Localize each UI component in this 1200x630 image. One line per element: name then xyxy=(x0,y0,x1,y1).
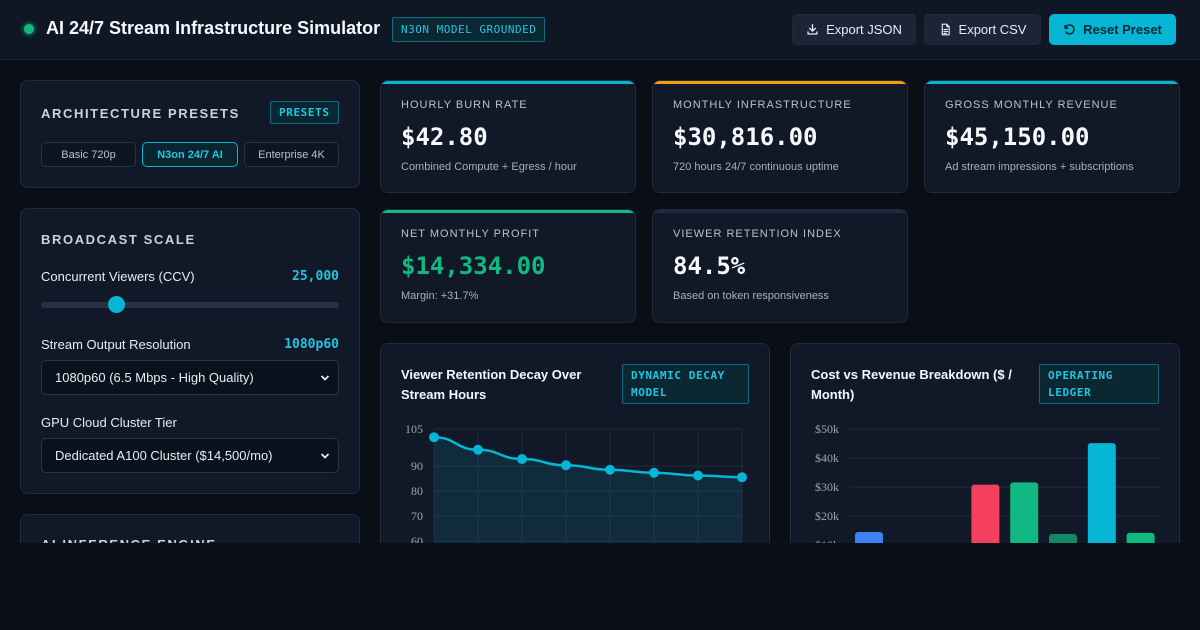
resolution-label: Stream Output Resolution xyxy=(41,337,191,352)
retention-index-card: VIEWER RETENTION INDEX 84.5% Based on to… xyxy=(652,209,908,323)
broadcast-scale-title: BROADCAST SCALE xyxy=(41,232,196,247)
file-text-icon xyxy=(941,23,950,36)
retention-data-point xyxy=(605,464,615,475)
presets-tag: PRESETS xyxy=(270,101,339,124)
card-subtext: Ad stream impressions + subscriptions xyxy=(945,161,1134,173)
retention-data-point xyxy=(473,444,483,455)
gpu-tier-select[interactable]: Dedicated A100 Cluster ($14,500/mo) xyxy=(41,438,339,473)
export-csv-button[interactable]: Export CSV xyxy=(924,14,1041,45)
app-title: AI 24/7 Stream Infrastructure Simulator xyxy=(46,18,381,38)
retention-data-point xyxy=(561,460,571,471)
retention-chart-tag: DYNAMIC DECAY MODEL xyxy=(622,364,749,404)
model-grounded-badge: N3ON MODEL GROUNDED xyxy=(392,17,546,42)
cost-revenue-chart-tag: OPERATING LEDGER xyxy=(1039,364,1159,404)
hourly-burn-card: HOURLY BURN RATE $42.80 Combined Compute… xyxy=(380,80,636,193)
card-label: MONTHLY INFRASTRUCTURE xyxy=(673,99,852,111)
chevron-down-icon xyxy=(320,453,330,459)
page-bottom-area xyxy=(0,543,1200,630)
ccv-slider-thumb[interactable] xyxy=(107,296,125,313)
card-subtext: Based on token responsiveness xyxy=(673,290,829,302)
card-value: $45,150.00 xyxy=(945,123,1090,151)
broadcast-scale-panel: BROADCAST SCALE Concurrent Viewers (CCV)… xyxy=(20,208,360,494)
rotate-ccw-icon xyxy=(1064,24,1075,35)
card-value: 84.5% xyxy=(673,252,746,280)
preset-n3on-ai[interactable]: N3on 24/7 AI xyxy=(142,142,238,167)
retention-data-point xyxy=(517,454,527,464)
y-tick-label: $40k xyxy=(815,451,839,465)
card-value: $42.80 xyxy=(401,123,488,151)
export-csv-label: Export CSV xyxy=(958,22,1027,37)
preset-enterprise-4k[interactable]: Enterprise 4K xyxy=(244,142,339,167)
y-tick-label: 80 xyxy=(411,484,423,498)
retention-data-point xyxy=(693,470,703,481)
card-accent xyxy=(381,81,635,84)
download-icon xyxy=(807,23,818,35)
card-label: GROSS MONTHLY REVENUE xyxy=(945,99,1118,111)
card-accent xyxy=(925,81,1179,84)
y-tick-label: $50k xyxy=(815,422,839,436)
chevron-down-icon xyxy=(320,375,330,381)
card-value: $14,334.00 xyxy=(401,252,546,280)
top-bar: AI 24/7 Stream Infrastructure Simulator … xyxy=(0,0,1200,60)
card-value: $30,816.00 xyxy=(673,123,818,151)
card-label: VIEWER RETENTION INDEX xyxy=(673,228,842,240)
cost-revenue-chart-title: Cost vs Revenue Breakdown ($ / Month) xyxy=(811,367,1012,402)
resolution-select[interactable]: 1080p60 (6.5 Mbps - High Quality) xyxy=(41,360,339,395)
card-accent xyxy=(381,210,635,213)
card-label: NET MONTHLY PROFIT xyxy=(401,228,541,240)
gpu-tier-label: GPU Cloud Cluster Tier xyxy=(41,415,177,430)
reset-preset-button[interactable]: Reset Preset xyxy=(1049,14,1176,45)
gross-revenue-card: GROSS MONTHLY REVENUE $45,150.00 Ad stre… xyxy=(924,80,1180,193)
retention-data-point xyxy=(737,472,747,483)
retention-data-point xyxy=(649,467,659,478)
net-profit-card: NET MONTHLY PROFIT $14,334.00 Margin: +3… xyxy=(380,209,636,323)
card-subtext: 720 hours 24/7 continuous uptime xyxy=(673,161,839,173)
reset-preset-label: Reset Preset xyxy=(1083,22,1162,37)
y-tick-label: 70 xyxy=(411,509,423,523)
y-tick-label: 105 xyxy=(405,422,423,436)
card-subtext: Margin: +31.7% xyxy=(401,290,479,302)
card-subtext: Combined Compute + Egress / hour xyxy=(401,161,577,173)
ccv-value: 25,000 xyxy=(292,269,339,284)
retention-data-point xyxy=(429,432,439,443)
architecture-presets-panel: ARCHITECTURE PRESETS PRESETS Basic 720p … xyxy=(20,80,360,188)
resolution-select-value: 1080p60 (6.5 Mbps - High Quality) xyxy=(55,370,254,385)
y-tick-label: $20k xyxy=(815,509,839,523)
ccv-slider-track[interactable] xyxy=(41,302,339,308)
ccv-label: Concurrent Viewers (CCV) xyxy=(41,269,195,284)
status-indicator-dot xyxy=(24,24,34,34)
presets-title: ARCHITECTURE PRESETS xyxy=(41,106,240,121)
resolution-value: 1080p60 xyxy=(284,337,339,352)
preset-basic-720p[interactable]: Basic 720p xyxy=(41,142,136,167)
card-accent xyxy=(653,81,907,84)
export-json-label: Export JSON xyxy=(826,22,902,37)
card-accent xyxy=(653,210,907,213)
y-tick-label: $30k xyxy=(815,480,839,494)
monthly-infrastructure-card: MONTHLY INFRASTRUCTURE $30,816.00 720 ho… xyxy=(652,80,908,193)
gpu-tier-select-value: Dedicated A100 Cluster ($14,500/mo) xyxy=(55,448,273,463)
y-tick-label: 90 xyxy=(411,459,423,473)
retention-chart-title: Viewer Retention Decay Over Stream Hours xyxy=(401,367,582,402)
export-json-button[interactable]: Export JSON xyxy=(792,14,916,45)
card-label: HOURLY BURN RATE xyxy=(401,99,528,111)
